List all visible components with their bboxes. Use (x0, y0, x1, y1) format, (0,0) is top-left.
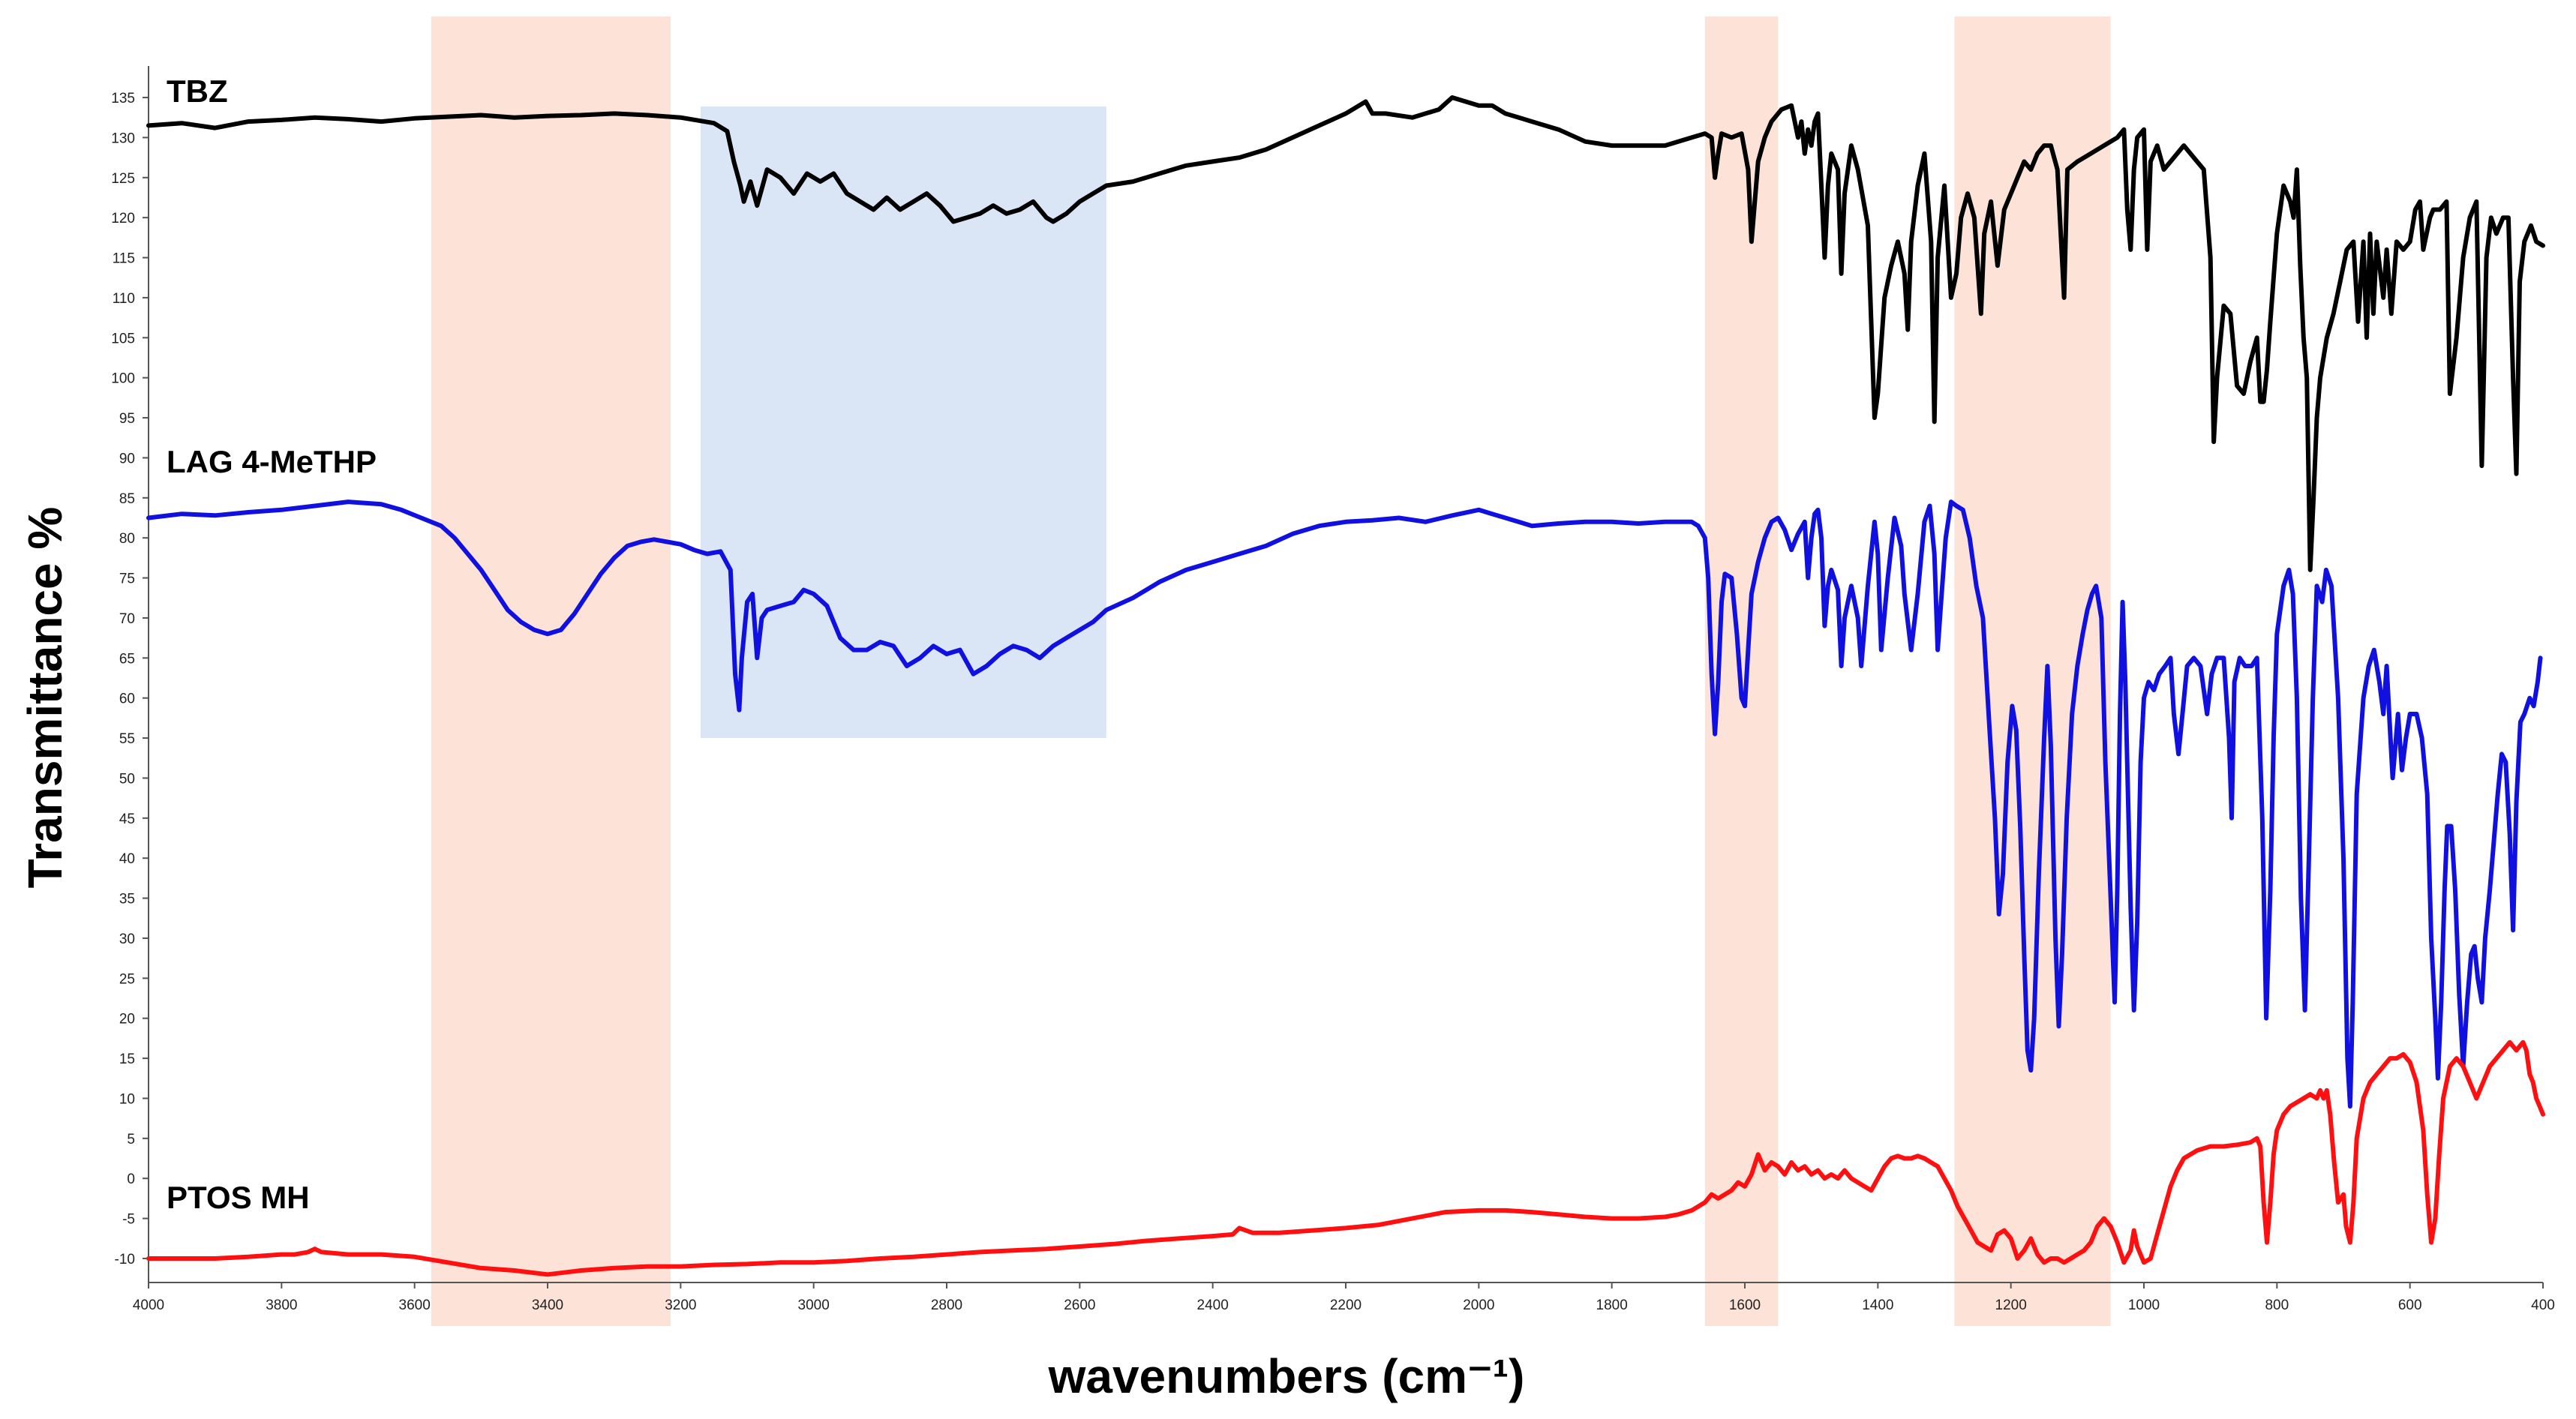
y-tick-label: 30 (119, 932, 135, 947)
y-tick-label: 35 (119, 892, 135, 908)
x-tick-label: 600 (2398, 1298, 2422, 1313)
y-tick-label: -10 (115, 1252, 135, 1268)
y-tick-label: 25 (119, 971, 135, 987)
x-tick-label: 3600 (399, 1298, 431, 1313)
y-tick-label: 110 (113, 291, 135, 307)
x-tick-label: 1800 (1596, 1298, 1628, 1313)
y-tick-label: 20 (119, 1012, 135, 1028)
x-tick-label: 3000 (798, 1298, 830, 1313)
y-tick-label: 45 (119, 812, 135, 827)
y-tick-label: 130 (111, 130, 135, 146)
y-tick-label: 70 (119, 611, 135, 627)
highlight-band-0 (431, 16, 671, 1326)
highlight-bands (431, 16, 2111, 1326)
x-tick-label: 2000 (1463, 1298, 1494, 1313)
x-tick-label: 2400 (1197, 1298, 1229, 1313)
chart-axes: -10 -5 0 5 10 15 20 25 30 35 40 45 50 55 60 65 70 75 80 85 9… (111, 66, 2555, 1313)
y-tick-label: 60 (119, 692, 135, 707)
series-line-lag-4-methp (146, 500, 2543, 1109)
x-tick-label: 1200 (1995, 1298, 2027, 1313)
x-tick-label: 2800 (931, 1298, 962, 1313)
y-tick-label: 15 (119, 1052, 135, 1067)
y-tick-label: 10 (119, 1091, 135, 1107)
series-label-tbz: TBZ (167, 74, 228, 109)
y-tick-label: 55 (119, 731, 135, 747)
x-tick-label: 4000 (133, 1298, 164, 1313)
series-label-ptos-mh: PTOS MH (167, 1180, 310, 1215)
x-tick-label: 1000 (2128, 1298, 2160, 1313)
y-tick-label: 90 (119, 451, 135, 466)
x-axis-label: wavenumbers (cm⁻¹) (1048, 1349, 1525, 1403)
y-tick-label: 135 (111, 91, 135, 106)
spectrum-traces (146, 95, 2545, 1277)
y-tick-label: -5 (122, 1212, 135, 1228)
y-tick-label: 125 (111, 171, 135, 187)
series-line-tbz (146, 95, 2545, 572)
y-tick-label: 105 (111, 331, 135, 346)
x-tick-label: 400 (2531, 1298, 2555, 1313)
series-label-lag-4-methp: LAG 4-MeTHP (167, 444, 377, 479)
x-tick-label: 800 (2265, 1298, 2289, 1313)
y-tick-label: 120 (111, 211, 135, 226)
y-tick-label: 5 (127, 1132, 135, 1148)
x-tick-label: 1600 (1729, 1298, 1761, 1313)
y-tick-label: 75 (119, 572, 135, 587)
x-tick-label: 2600 (1064, 1298, 1095, 1313)
y-tick-label: 95 (119, 411, 135, 427)
x-tick-label: 1400 (1862, 1298, 1893, 1313)
x-tick-label: 2200 (1330, 1298, 1362, 1313)
y-axis-ticks: -10 -5 0 5 10 15 20 25 30 35 40 45 50 55 60 65 70 75 80 85 9… (111, 91, 149, 1268)
x-tick-label: 3400 (532, 1298, 563, 1313)
highlight-band-1 (700, 106, 1106, 739)
x-axis-ticks: 4000 3800 3600 3400 3200 3000 2800 2600 2400 2200… (133, 1282, 2555, 1313)
y-tick-label: 0 (127, 1172, 135, 1187)
y-tick-label: 65 (119, 651, 135, 667)
y-tick-label: 40 (119, 851, 135, 867)
x-tick-label: 3800 (266, 1298, 297, 1313)
y-axis-label: Transmittance % (18, 507, 72, 889)
y-tick-label: 115 (113, 251, 135, 267)
series-line-ptos-mh (146, 1040, 2545, 1277)
series-labels: TBZ LAG 4-MeTHP PTOS MH (167, 74, 377, 1215)
y-tick-label: 100 (111, 371, 135, 387)
y-tick-label: 85 (119, 491, 135, 507)
x-tick-label: 3200 (665, 1298, 696, 1313)
y-tick-label: 80 (119, 531, 135, 547)
highlight-band-3 (1954, 16, 2111, 1326)
y-tick-label: 50 (119, 771, 135, 787)
